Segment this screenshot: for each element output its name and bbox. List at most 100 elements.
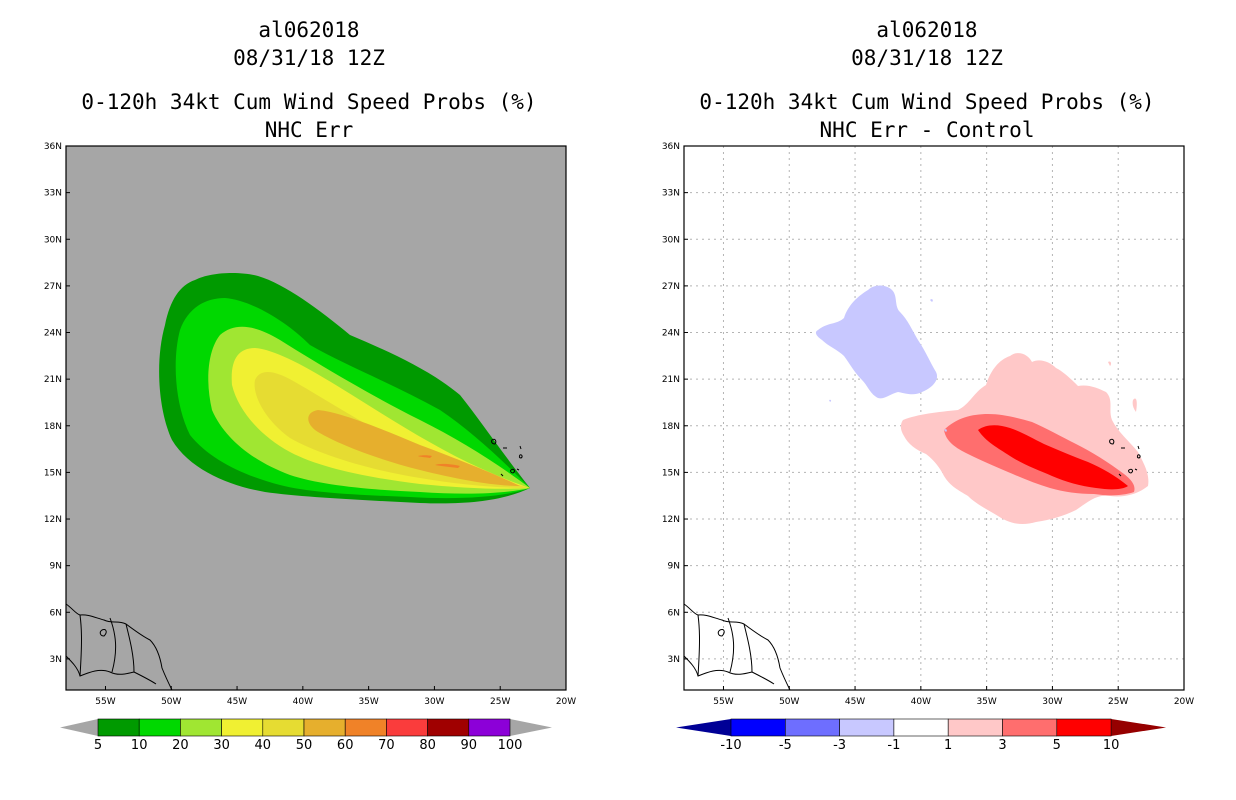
lat-label: 18N [662, 422, 680, 432]
colorbar: 5 10 20 30 40 50 60 70 80 90 100 [60, 718, 552, 753]
lat-label: 12N [44, 515, 62, 525]
colorbar-box [785, 718, 840, 737]
lon-label: 55W [713, 697, 733, 707]
colorbar-box [730, 718, 786, 737]
lat-label: 30N [662, 235, 680, 245]
colorbar-label: 5 [1053, 738, 1061, 753]
lon-label: 25W [490, 697, 510, 707]
lon-label: 45W [227, 697, 247, 707]
colorbar-box [839, 718, 895, 737]
colorbar-low-triangle [60, 719, 98, 736]
colorbar-box [303, 718, 346, 737]
datetime-title: 08/31/18 12Z [851, 46, 1003, 70]
colorbar-label: -1 [887, 738, 900, 753]
lon-label: 50W [161, 697, 181, 707]
speckle [1108, 361, 1137, 412]
right-map-panel: al062018 08/31/18 12Z 0-120h 34kt Cum Wi… [618, 0, 1236, 800]
colorbar-label: -5 [779, 738, 792, 753]
colorbar-label: 20 [172, 738, 189, 753]
lat-label: 24N [662, 329, 680, 339]
colorbar-label: 90 [461, 738, 478, 753]
colorbar-label: 10 [131, 738, 148, 753]
contour-50 [308, 410, 520, 486]
colorbar-box [427, 718, 470, 737]
lon-label: 40W [293, 697, 313, 707]
lat-label: 18N [44, 422, 62, 432]
right-map-svg: 36N 33N 30N 27N 24N 21N 18N 15N 12N 9N 6N 3N 55W 50W… [662, 142, 1194, 753]
datetime-title: 08/31/18 12Z [233, 46, 385, 70]
lat-label: 3N [50, 655, 62, 665]
subtitle: NHC Err [264, 118, 354, 142]
lat-label: 3N [668, 655, 680, 665]
product-title: 0-120h 34kt Cum Wind Speed Probs (%) [81, 90, 537, 114]
lat-label: 6N [668, 608, 680, 618]
contour-30 [231, 348, 531, 489]
colorbar-box [262, 718, 305, 737]
map-frame [65, 145, 567, 691]
colorbar-label: 30 [213, 738, 230, 753]
lat-label: 30N [44, 235, 62, 245]
left-map-svg: 36N 33N 30N 27N 24N 21N 18N 15N 12N 9N 6N 3N 55W 50W… [44, 142, 576, 753]
colorbar-box [893, 718, 949, 737]
colorbar-high-triangle [510, 719, 552, 736]
lon-label: 35W [976, 697, 996, 707]
difference-contours [815, 285, 1149, 524]
lat-label: 27N [44, 282, 62, 292]
contour-positive-5 [978, 425, 1128, 490]
lon-label: 35W [358, 697, 378, 707]
lat-label: 33N [44, 189, 62, 199]
lat-label: 6N [50, 608, 62, 618]
lon-label: 20W [556, 697, 576, 707]
lat-label: 27N [662, 282, 680, 292]
lat-label: 33N [662, 189, 680, 199]
contour-60 [418, 455, 460, 468]
map-frame [683, 145, 1185, 691]
storm-id-title: al062018 [876, 18, 978, 42]
latitude-labels: 36N 33N 30N 27N 24N 21N 18N 15N 12N 9N 6N 3N [44, 142, 70, 665]
lon-label: 30W [424, 697, 444, 707]
lon-label: 50W [779, 697, 799, 707]
colorbar-box [947, 718, 1003, 737]
colorbar-label: -3 [833, 738, 846, 753]
colorbar-label: 10 [1103, 738, 1120, 753]
coastlines [683, 438, 1141, 691]
lat-label: 21N [662, 375, 680, 385]
lat-label: 9N [50, 562, 62, 572]
colorbar-box [180, 718, 222, 737]
lat-label: 15N [44, 468, 62, 478]
lon-label: 30W [1042, 697, 1062, 707]
lat-label: 21N [44, 375, 62, 385]
latitude-labels: 36N 33N 30N 27N 24N 21N 18N 15N 12N 9N 6N 3N [662, 142, 688, 665]
lat-label: 36N [662, 142, 680, 152]
colorbar-box [138, 718, 181, 737]
colorbar-label: 60 [337, 738, 354, 753]
lon-label: 45W [845, 697, 865, 707]
colorbar-label: 40 [255, 738, 272, 753]
colorbar-box [97, 718, 140, 737]
longitude-labels: 55W 50W 45W 40W 35W 30W 25W 20W [713, 686, 1194, 707]
colorbar-box [1056, 718, 1112, 737]
lat-label: 12N [662, 515, 680, 525]
lon-label: 20W [1174, 697, 1194, 707]
colorbar-label: 100 [498, 738, 523, 753]
colorbar-box [468, 718, 511, 737]
lat-label: 36N [44, 142, 62, 152]
colorbar-label: 80 [419, 738, 436, 753]
colorbar-box [221, 718, 264, 737]
lon-label: 55W [95, 697, 115, 707]
colorbar-label: 50 [296, 738, 313, 753]
lon-label: 25W [1108, 697, 1128, 707]
colorbar: -10 -5 -3 -1 1 3 5 10 [676, 718, 1167, 753]
lat-label: 24N [44, 329, 62, 339]
coastlines [65, 438, 523, 691]
contour-negative-1 [815, 285, 938, 399]
product-title: 0-120h 34kt Cum Wind Speed Probs (%) [699, 90, 1155, 114]
lat-label: 15N [662, 468, 680, 478]
probability-contours [159, 272, 531, 504]
colorbar-label: 1 [944, 738, 952, 753]
lon-label: 40W [911, 697, 931, 707]
longitude-labels: 55W 50W 45W 40W 35W 30W 25W 20W [95, 686, 576, 707]
colorbar-high-triangle [1111, 719, 1167, 736]
storm-id-title: al062018 [258, 18, 360, 42]
left-map-panel: al062018 08/31/18 12Z 0-120h 34kt Cum Wi… [44, 18, 576, 753]
